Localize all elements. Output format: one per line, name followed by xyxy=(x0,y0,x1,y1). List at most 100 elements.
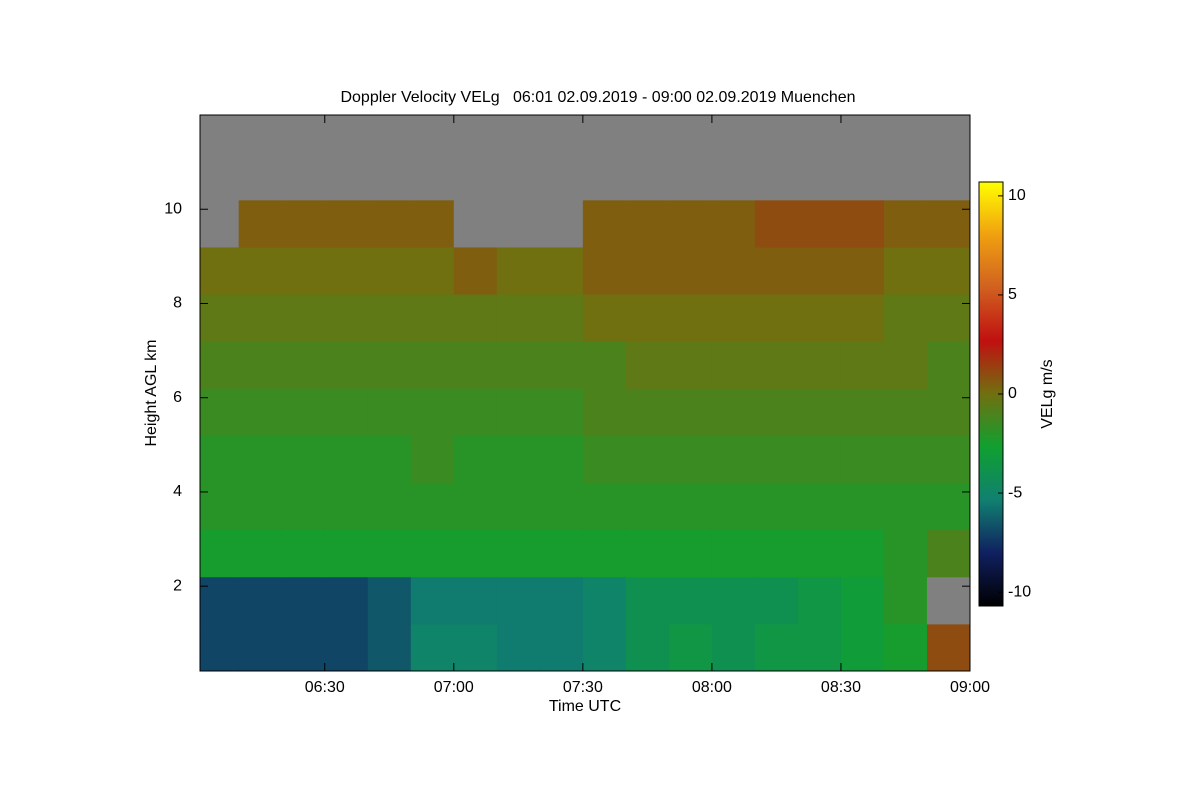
heatmap-cell xyxy=(625,115,670,154)
heatmap-cell xyxy=(840,576,885,625)
heatmap-cell xyxy=(410,623,455,672)
heatmap-cell xyxy=(410,388,455,436)
heatmap-cell xyxy=(582,115,627,154)
colorbar-tick-label: -5 xyxy=(1008,484,1022,501)
chart-title: Doppler Velocity VELg 06:01 02.09.2019 -… xyxy=(340,89,855,106)
heatmap-cell xyxy=(453,529,498,578)
x-tick-label: 07:00 xyxy=(434,679,474,696)
heatmap-cell xyxy=(926,482,971,531)
heatmap-cell xyxy=(711,576,756,625)
heatmap-cell xyxy=(754,482,799,531)
heatmap-cell xyxy=(883,246,928,295)
heatmap-cell xyxy=(200,199,240,248)
heatmap-cell xyxy=(926,115,971,154)
heatmap-cell xyxy=(840,529,885,578)
heatmap-cell xyxy=(410,341,455,389)
heatmap-cell xyxy=(238,115,283,154)
heatmap-cell xyxy=(797,246,842,295)
heatmap-cell xyxy=(926,341,971,389)
heatmap-cell xyxy=(668,341,713,389)
heatmap-cell xyxy=(625,152,670,201)
heatmap-cell xyxy=(539,246,584,295)
heatmap-cell xyxy=(200,115,240,154)
heatmap-cell xyxy=(754,341,799,389)
heatmap-cell xyxy=(840,294,885,342)
x-tick-label: 06:30 xyxy=(305,679,345,696)
heatmap-cell xyxy=(668,576,713,625)
heatmap-cell xyxy=(582,482,627,531)
heatmap-cell xyxy=(453,435,498,484)
heatmap-cell xyxy=(238,199,283,248)
heatmap-cell xyxy=(582,388,627,436)
heatmap-cell xyxy=(926,152,971,201)
colorbar-tick-label: 5 xyxy=(1008,286,1017,303)
heatmap-cell xyxy=(797,294,842,342)
heatmap-cell xyxy=(496,482,541,531)
heatmap-cell xyxy=(539,199,584,248)
heatmap-cell xyxy=(410,435,455,484)
heatmap-cell xyxy=(496,435,541,484)
heatmap-cell xyxy=(797,623,842,672)
heatmap-cell xyxy=(238,576,283,625)
heatmap-cell xyxy=(582,294,627,342)
y-tick-label: 8 xyxy=(173,295,182,312)
heatmap-cell xyxy=(926,294,971,342)
heatmap-cell xyxy=(496,246,541,295)
x-tick-label: 07:30 xyxy=(563,679,603,696)
heatmap-cell xyxy=(797,482,842,531)
heatmap-cell xyxy=(883,623,928,672)
heatmap-cell xyxy=(582,341,627,389)
heatmap-cell xyxy=(281,246,326,295)
heatmap-cell xyxy=(539,388,584,436)
heatmap-cell xyxy=(668,199,713,248)
heatmap-cell xyxy=(410,576,455,625)
x-axis-label: Time UTC xyxy=(549,698,621,715)
heatmap-cell xyxy=(840,388,885,436)
heatmap-cell xyxy=(281,341,326,389)
heatmap-cell xyxy=(200,529,240,578)
heatmap-cell xyxy=(711,294,756,342)
heatmap-cell xyxy=(582,435,627,484)
heatmap-cell xyxy=(625,529,670,578)
heatmap-cell xyxy=(367,388,412,436)
y-tick-label: 6 xyxy=(173,389,182,406)
heatmap-cell xyxy=(668,115,713,154)
x-tick-label: 08:30 xyxy=(821,679,861,696)
heatmap-cell xyxy=(410,529,455,578)
heatmap-cell xyxy=(625,623,670,672)
heatmap-cell xyxy=(625,435,670,484)
heatmap-cell xyxy=(926,435,971,484)
heatmap-cell xyxy=(200,623,240,672)
heatmap-cell xyxy=(238,482,283,531)
heatmap-cell xyxy=(926,529,971,578)
heatmap-cell xyxy=(539,341,584,389)
heatmap-cell xyxy=(539,623,584,672)
heatmap-cell xyxy=(281,152,326,201)
heatmap-cell xyxy=(840,199,885,248)
heatmap-cell xyxy=(840,341,885,389)
heatmap-cell xyxy=(625,388,670,436)
colorbar-tick-label: -10 xyxy=(1008,583,1031,600)
heatmap-cell xyxy=(324,199,369,248)
heatmap-cell xyxy=(840,152,885,201)
heatmap-cell xyxy=(711,529,756,578)
heatmap-cell xyxy=(582,576,627,625)
heatmap-cell xyxy=(324,388,369,436)
heatmap-cell xyxy=(453,576,498,625)
heatmap-cell xyxy=(496,152,541,201)
heatmap-cell xyxy=(238,246,283,295)
heatmap-cell xyxy=(496,576,541,625)
heatmap-cell xyxy=(797,576,842,625)
heatmap-cell xyxy=(797,199,842,248)
heatmap-cell xyxy=(754,246,799,295)
heatmap-cell xyxy=(281,388,326,436)
heatmap-cell xyxy=(453,623,498,672)
heatmap-cell xyxy=(711,388,756,436)
heatmap-cell xyxy=(453,115,498,154)
heatmap-cell xyxy=(539,435,584,484)
heatmap-cell xyxy=(754,388,799,436)
heatmap-cell xyxy=(367,152,412,201)
heatmap-cell xyxy=(453,341,498,389)
heatmap-cell xyxy=(367,199,412,248)
y-tick-label: 2 xyxy=(173,577,182,594)
